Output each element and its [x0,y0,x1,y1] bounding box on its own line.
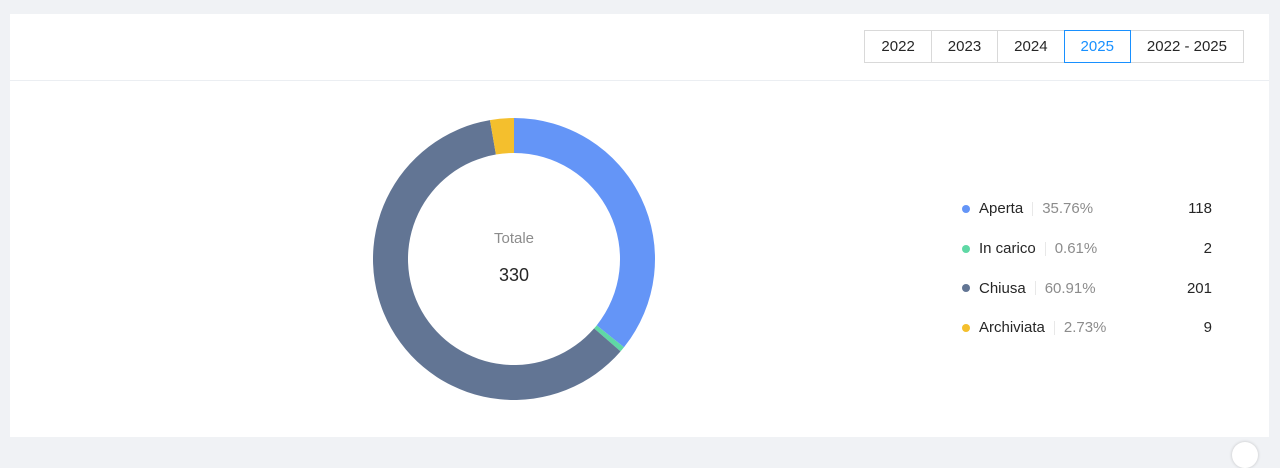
donut-slices [373,118,655,400]
year-button-2024[interactable]: 2024 [997,30,1065,63]
legend-value: 118 [1188,200,1212,218]
year-button-2022-2025[interactable]: 2022 - 2025 [1129,30,1244,63]
chart-card: 2022 2023 2024 2025 2022 - 2025 Totale 3… [10,14,1269,437]
donut-slice-chiusa[interactable] [373,120,621,400]
donut-slice-aperta[interactable] [514,118,655,348]
legend-item-chiusa[interactable]: Chiusa 60.91% 201 [962,268,1222,308]
legend-item-archiviata[interactable]: Archiviata 2.73% 9 [962,308,1222,348]
legend-label: Chiusa [979,279,1026,297]
legend-value: 2 [1203,240,1212,258]
legend-marker [962,204,970,213]
legend-label: In carico [979,240,1036,258]
legend-marker [962,323,970,332]
legend-label: Aperta [979,200,1024,218]
legend-value: 201 [1186,279,1212,297]
donut-chart: Totale 330 [373,118,655,400]
floating-action-button[interactable] [1232,442,1258,468]
year-filter-group: 2022 2023 2024 2025 2022 - 2025 [864,30,1244,63]
year-button-2022[interactable]: 2022 [864,30,932,63]
legend-value: 9 [1203,319,1212,337]
donut-center-total: 330 [499,265,529,285]
legend-label: Archiviata [979,319,1045,337]
legend-marker [962,244,970,253]
donut-center-label: Totale [494,230,534,247]
legend-percent: 2.73% [1063,319,1107,337]
legend-marker [962,284,970,293]
donut-slice-archiviata[interactable] [489,118,514,155]
legend-item-in-carico[interactable]: In carico 0.61% 2 [962,229,1222,269]
chart-toolbar: 2022 2023 2024 2025 2022 - 2025 [10,14,1269,81]
legend-percent: 60.91% [1044,279,1096,297]
year-button-2025[interactable]: 2025 [1063,30,1131,63]
donut-slice-in-carico[interactable] [594,325,624,352]
legend-divider [1044,241,1046,256]
year-button-2023[interactable]: 2023 [930,30,999,63]
legend-divider [1032,201,1034,216]
legend-item-aperta[interactable]: Aperta 35.76% 118 [962,189,1222,229]
legend-percent: 0.61% [1054,240,1098,258]
legend-percent: 35.76% [1042,200,1094,218]
chart-legend: Aperta 35.76% 118 In carico 0.61% 2 Chiu… [962,189,1222,348]
legend-divider [1034,281,1036,296]
legend-divider [1053,320,1055,335]
